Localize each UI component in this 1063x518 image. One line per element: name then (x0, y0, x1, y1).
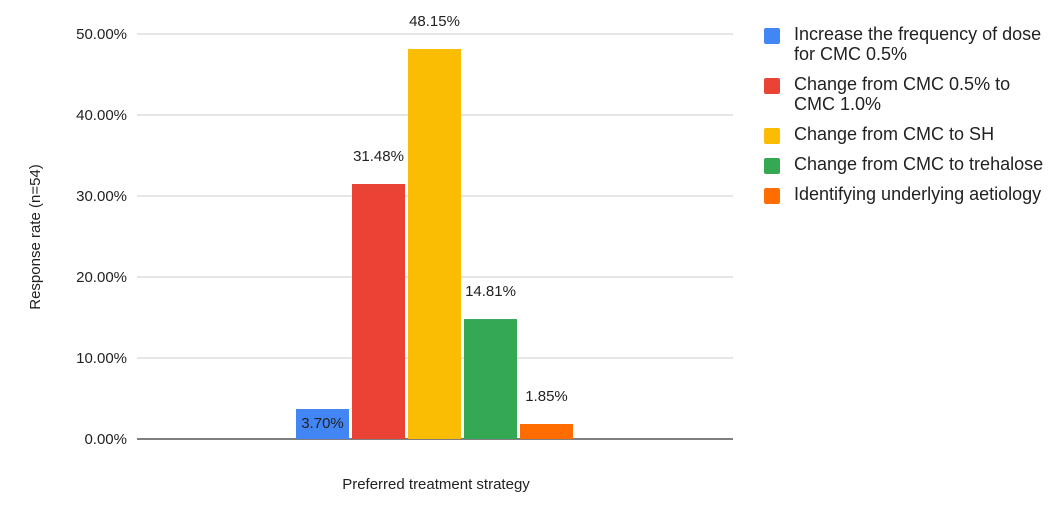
legend: Increase the frequency of dose for CMC 0… (764, 24, 1054, 214)
y-tick-label: 40.00% (76, 107, 127, 124)
legend-label: Increase the frequency of dose for CMC 0… (794, 24, 1042, 64)
bar[interactable] (352, 184, 405, 439)
data-label: 1.85% (525, 388, 568, 405)
legend-item[interactable]: Identifying underlying aetiology (764, 184, 1054, 204)
legend-swatch (764, 128, 780, 144)
bar[interactable] (296, 409, 349, 439)
legend-label: Change from CMC 0.5% to CMC 1.0% (794, 74, 1011, 114)
y-tick-label: 0.00% (84, 431, 127, 448)
y-axis-title: Response rate (n=54) (27, 164, 44, 310)
bars (296, 48, 573, 440)
bar[interactable] (408, 48, 461, 440)
legend-label: Change from CMC to trehalose (794, 154, 1044, 174)
y-tick-label: 20.00% (76, 269, 127, 286)
x-axis-title: Preferred treatment strategy (342, 476, 530, 493)
data-label: 14.81% (465, 283, 516, 300)
y-tick-label: 10.00% (76, 350, 127, 367)
legend-label: Identifying underlying aetiology (794, 184, 1042, 204)
legend-item[interactable]: Change from CMC to trehalose (764, 154, 1054, 174)
y-axis-tick-labels: 0.00% 10.00% 20.00% 30.00% 40.00% 50.00% (76, 26, 127, 448)
bar-chart: 0.00% 10.00% 20.00% 30.00% 40.00% 50.00% 3.70… (27, 13, 733, 493)
legend-label: Change from CMC to SH (794, 124, 995, 144)
legend-item[interactable]: Change from CMC to SH (764, 124, 1054, 144)
data-labels: 3.70% 31.48% 48.15% 14.81% 1.85% (301, 13, 568, 432)
legend-swatch (764, 28, 780, 44)
y-tick-label: 50.00% (76, 26, 127, 43)
data-label: 31.48% (353, 148, 404, 165)
legend-swatch (764, 188, 780, 204)
legend-swatch (764, 78, 780, 94)
legend-item[interactable]: Increase the frequency of dose for CMC 0… (764, 24, 1054, 64)
legend-swatch (764, 158, 780, 174)
bar[interactable] (464, 319, 517, 439)
bar[interactable] (520, 424, 573, 439)
data-label: 48.15% (409, 13, 460, 30)
data-label: 3.70% (301, 415, 344, 432)
y-tick-label: 30.00% (76, 188, 127, 205)
legend-item[interactable]: Change from CMC 0.5% to CMC 1.0% (764, 74, 1054, 114)
